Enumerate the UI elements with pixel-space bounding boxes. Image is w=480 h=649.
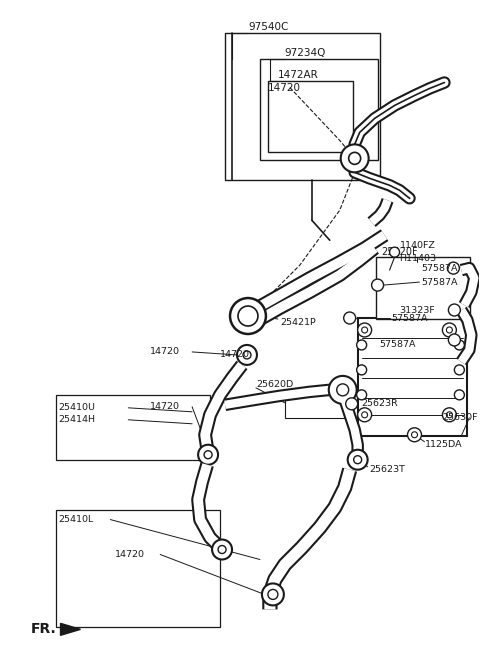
Circle shape — [358, 323, 372, 337]
Bar — [268, 80, 353, 153]
Circle shape — [237, 345, 257, 365]
Bar — [358, 318, 468, 435]
Text: H11403: H11403 — [399, 254, 437, 263]
Text: 25623R: 25623R — [361, 399, 398, 408]
Text: 25414H: 25414H — [59, 415, 96, 424]
Circle shape — [346, 398, 358, 410]
Text: 25620D: 25620D — [256, 380, 293, 389]
Circle shape — [329, 376, 357, 404]
Circle shape — [354, 456, 361, 463]
Text: FR.: FR. — [31, 622, 56, 637]
Circle shape — [446, 412, 452, 418]
Circle shape — [455, 365, 464, 375]
Circle shape — [455, 390, 464, 400]
Text: 97540C: 97540C — [248, 21, 288, 32]
Text: 57587A: 57587A — [421, 263, 458, 273]
Circle shape — [411, 432, 418, 438]
Circle shape — [198, 445, 218, 465]
Circle shape — [238, 306, 258, 326]
Text: 14720: 14720 — [115, 550, 145, 559]
Text: 14720: 14720 — [150, 402, 180, 411]
Circle shape — [390, 247, 399, 257]
Text: 57587A: 57587A — [380, 341, 416, 349]
Text: 1125DA: 1125DA — [424, 440, 462, 449]
Circle shape — [408, 428, 421, 442]
Circle shape — [443, 323, 456, 337]
Text: 25630F: 25630F — [442, 413, 477, 422]
Circle shape — [443, 408, 456, 422]
Text: 14720: 14720 — [220, 350, 250, 360]
Circle shape — [357, 365, 367, 375]
Circle shape — [336, 384, 348, 396]
Circle shape — [344, 312, 356, 324]
Bar — [260, 58, 378, 160]
Circle shape — [447, 262, 459, 274]
Text: 14720: 14720 — [150, 347, 180, 356]
Bar — [56, 395, 210, 459]
Text: 97234Q: 97234Q — [285, 47, 326, 58]
Circle shape — [455, 340, 464, 350]
Circle shape — [218, 546, 226, 554]
Text: 25420F: 25420F — [382, 247, 418, 257]
Circle shape — [230, 298, 266, 334]
Text: 31323F: 31323F — [399, 306, 435, 315]
Circle shape — [448, 304, 460, 316]
Circle shape — [357, 340, 367, 350]
Circle shape — [341, 144, 369, 173]
Circle shape — [243, 351, 251, 359]
Circle shape — [212, 539, 232, 559]
Circle shape — [358, 408, 372, 422]
Text: 1140FZ: 1140FZ — [399, 241, 435, 250]
Circle shape — [357, 390, 367, 400]
Text: 14720: 14720 — [268, 82, 301, 93]
Circle shape — [262, 583, 284, 606]
Text: 25623T: 25623T — [370, 465, 406, 474]
Circle shape — [372, 279, 384, 291]
Bar — [376, 257, 470, 319]
Text: 57587A: 57587A — [421, 278, 458, 287]
Text: 25410U: 25410U — [59, 403, 96, 412]
Circle shape — [348, 450, 368, 470]
Circle shape — [448, 334, 460, 346]
Text: 57587A: 57587A — [392, 313, 428, 323]
Circle shape — [446, 327, 452, 333]
Circle shape — [204, 450, 212, 459]
Bar — [225, 32, 380, 180]
Circle shape — [361, 412, 368, 418]
Circle shape — [361, 327, 368, 333]
Bar — [285, 390, 357, 418]
Circle shape — [268, 589, 278, 600]
Text: 25410L: 25410L — [59, 515, 94, 524]
Text: 25421P: 25421P — [280, 317, 316, 326]
Polygon shape — [60, 623, 81, 635]
Circle shape — [348, 153, 360, 164]
Bar — [56, 509, 220, 628]
Text: 1472AR: 1472AR — [278, 69, 319, 80]
